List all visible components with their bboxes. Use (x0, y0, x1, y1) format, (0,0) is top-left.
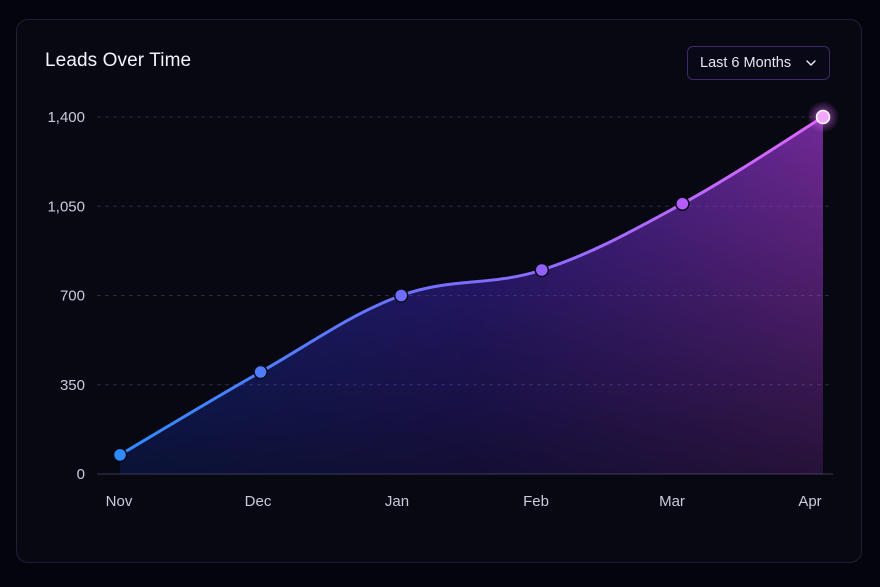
area-fill (120, 117, 823, 474)
data-point[interactable] (815, 109, 831, 125)
data-point[interactable] (253, 364, 268, 380)
data-point[interactable] (534, 262, 550, 278)
data-point[interactable] (393, 288, 409, 303)
data-points (112, 101, 839, 463)
x-axis: Nov Dec Jan Feb Mar Apr (106, 493, 822, 510)
time-range-selected-label: Last 6 Months (700, 55, 792, 71)
x-tick-label: Feb (523, 493, 549, 510)
y-tick-label: 350 (60, 377, 85, 394)
series-path (118, 115, 825, 457)
chevron-down-icon (806, 60, 816, 66)
y-tick-label: 0 (77, 466, 85, 483)
series-line (118, 115, 825, 457)
x-tick-label: Jan (385, 493, 409, 510)
data-point[interactable] (675, 196, 690, 211)
x-tick-label: Mar (659, 493, 685, 510)
y-tick-label: 1,400 (47, 109, 85, 126)
data-point[interactable] (112, 447, 128, 463)
area-shape (120, 117, 823, 474)
y-tick-label: 1,050 (47, 198, 85, 215)
y-tick-label: 700 (60, 288, 85, 305)
x-tick-label: Dec (245, 493, 272, 510)
chart-title: Leads Over Time (45, 50, 192, 71)
y-axis: 0 350 700 1,050 1,400 (47, 109, 85, 483)
time-range-dropdown[interactable]: Last 6 Months (687, 46, 830, 80)
x-tick-label: Nov (106, 493, 133, 510)
x-tick-label: Apr (798, 493, 821, 510)
